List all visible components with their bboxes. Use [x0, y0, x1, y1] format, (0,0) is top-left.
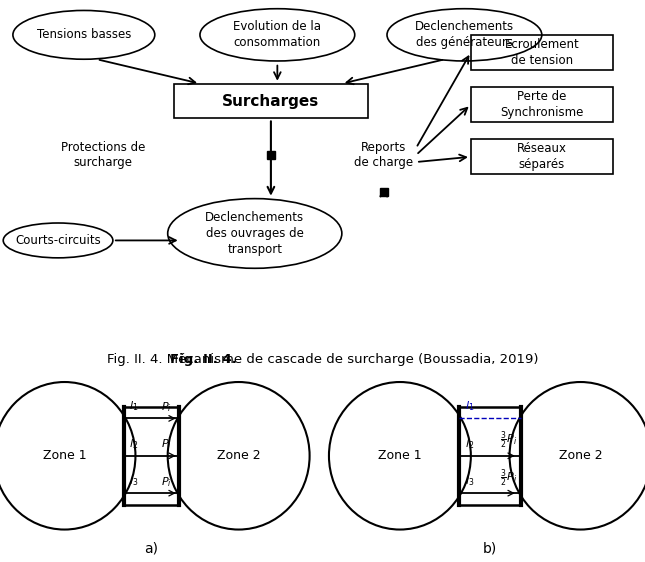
Text: $l_3$: $l_3$	[464, 474, 474, 488]
Text: Zone 2: Zone 2	[217, 449, 261, 463]
Text: $l_1$: $l_1$	[129, 400, 139, 414]
Text: $l_2$: $l_2$	[129, 437, 139, 451]
Text: Tensions basses: Tensions basses	[37, 28, 131, 42]
Text: $l_2$: $l_2$	[464, 437, 474, 451]
Text: $\frac{3}{2}P_i$: $\frac{3}{2}P_i$	[500, 430, 517, 451]
Text: $P_i$: $P_i$	[161, 475, 172, 489]
Text: Declenchements
des ouvrages de
transport: Declenchements des ouvrages de transport	[205, 211, 304, 256]
Text: Zone 1: Zone 1	[43, 449, 86, 463]
Bar	[471, 35, 613, 70]
Bar	[471, 87, 613, 122]
Text: Fig. II. 4.: Fig. II. 4.	[170, 353, 237, 366]
Text: Fig. II. 4. Mécanisme de cascade de surcharge (Boussadia, 2019): Fig. II. 4. Mécanisme de cascade de surc…	[107, 353, 538, 366]
Text: Evolution de la
consommation: Evolution de la consommation	[233, 20, 321, 49]
Text: Perte de
Synchronisme: Perte de Synchronisme	[500, 90, 584, 119]
Text: b): b)	[483, 541, 497, 555]
Text: Réseaux
séparés: Réseaux séparés	[517, 142, 567, 171]
Text: Ecroulement
de tension: Ecroulement de tension	[504, 38, 579, 67]
Text: Reports
de charge: Reports de charge	[354, 141, 413, 169]
Text: $l_1$: $l_1$	[464, 400, 474, 414]
Text: Courts-circuits: Courts-circuits	[15, 234, 101, 247]
Text: Zone 1: Zone 1	[378, 449, 422, 463]
Text: Protections de
surcharge: Protections de surcharge	[61, 141, 145, 169]
Bar	[174, 84, 368, 119]
Text: $\frac{3}{2}P_i$: $\frac{3}{2}P_i$	[500, 468, 517, 489]
Text: Zone 2: Zone 2	[559, 449, 602, 463]
Text: $P_i$: $P_i$	[161, 438, 172, 451]
Text: $P_i$: $P_i$	[161, 400, 172, 414]
Bar	[471, 139, 613, 174]
Text: Surcharges: Surcharges	[223, 93, 319, 108]
Text: a): a)	[144, 541, 159, 555]
Text: Declenchements
des générateurs: Declenchements des générateurs	[415, 20, 514, 49]
Text: $l_3$: $l_3$	[129, 474, 139, 488]
